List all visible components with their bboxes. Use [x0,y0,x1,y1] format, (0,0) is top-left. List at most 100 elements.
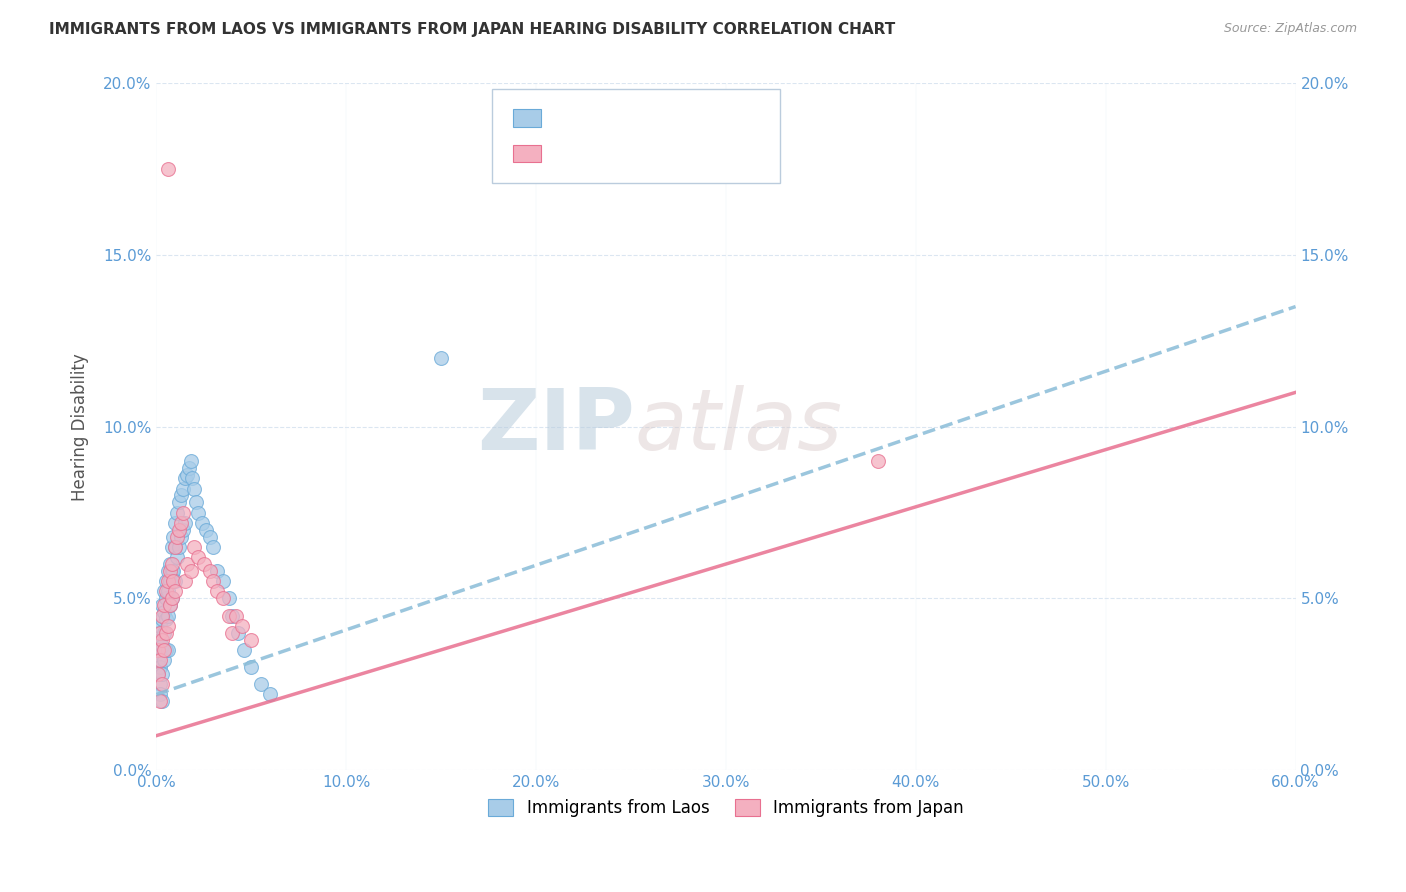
Point [155,625,177,640]
Point [162,564,184,578]
Point [159,599,181,613]
Point [170,516,193,530]
Point [155,643,177,657]
Point [198,564,221,578]
Point [162,574,184,589]
Point [150,666,173,681]
Point [153,605,176,619]
Point [148,666,170,681]
Text: R =: R = [555,107,592,125]
Point [153,584,176,599]
Point [176,467,198,482]
Point [866,454,889,468]
Point [148,653,170,667]
Point [173,516,195,530]
Text: atlas: atlas [636,385,842,468]
Point [149,619,172,633]
Point [156,564,179,578]
Point [193,557,215,571]
Point [218,591,240,606]
Point [180,454,202,468]
Point [165,540,187,554]
Point [149,660,172,674]
Point [148,643,170,657]
Point [221,608,243,623]
Point [153,599,176,613]
Point [198,530,221,544]
Point [218,608,240,623]
Point [172,523,194,537]
Point [194,523,217,537]
Point [191,516,214,530]
Point [167,523,190,537]
Point [159,574,181,589]
Text: N =: N = [640,107,676,125]
Point [159,557,181,571]
Point [205,584,228,599]
Point [160,591,183,606]
Point [149,694,172,708]
Point [167,495,190,509]
Point [170,488,193,502]
Point [231,619,253,633]
Point [166,550,188,565]
Text: 42: 42 [665,143,689,161]
Point [155,584,177,599]
Point [162,530,184,544]
Text: IMMIGRANTS FROM LAOS VS IMMIGRANTS FROM JAPAN HEARING DISABILITY CORRELATION CHA: IMMIGRANTS FROM LAOS VS IMMIGRANTS FROM … [49,22,896,37]
Point [160,564,183,578]
Point [172,506,194,520]
Point [155,591,177,606]
Point [202,540,225,554]
Point [430,351,453,365]
Point [165,574,187,589]
Point [150,612,173,626]
Point [165,540,187,554]
Point [156,608,179,623]
Point [165,584,187,599]
Point [187,550,209,565]
Point [240,632,263,647]
Point [156,162,179,177]
Text: N =: N = [640,143,676,161]
Point [159,564,181,578]
Point [172,482,194,496]
Point [160,540,183,554]
Point [149,653,172,667]
Point [176,557,198,571]
Text: ZIP: ZIP [477,385,636,468]
Y-axis label: Hearing Disability: Hearing Disability [72,353,89,500]
Point [156,584,179,599]
Point [149,625,172,640]
Point [150,599,173,613]
Point [221,625,243,640]
Point [211,574,233,589]
Text: 0.411: 0.411 [583,143,636,161]
Point [149,632,172,647]
Point [187,506,209,520]
Point [173,471,195,485]
Point [150,694,173,708]
Point [165,516,187,530]
Point [225,608,247,623]
Text: 68: 68 [665,107,688,125]
Point [173,574,195,589]
Point [155,612,177,626]
Point [156,619,179,633]
Point [150,632,173,647]
Point [160,591,183,606]
Point [166,506,188,520]
Point [186,495,208,509]
Point [167,540,190,554]
Point [259,688,281,702]
Point [150,640,173,654]
Point [159,599,181,613]
Text: 0.338: 0.338 [583,107,636,125]
Point [249,677,271,691]
Point [155,574,177,589]
Point [149,688,172,702]
Point [153,643,176,657]
Point [166,530,188,544]
Point [211,591,233,606]
Point [181,471,204,485]
